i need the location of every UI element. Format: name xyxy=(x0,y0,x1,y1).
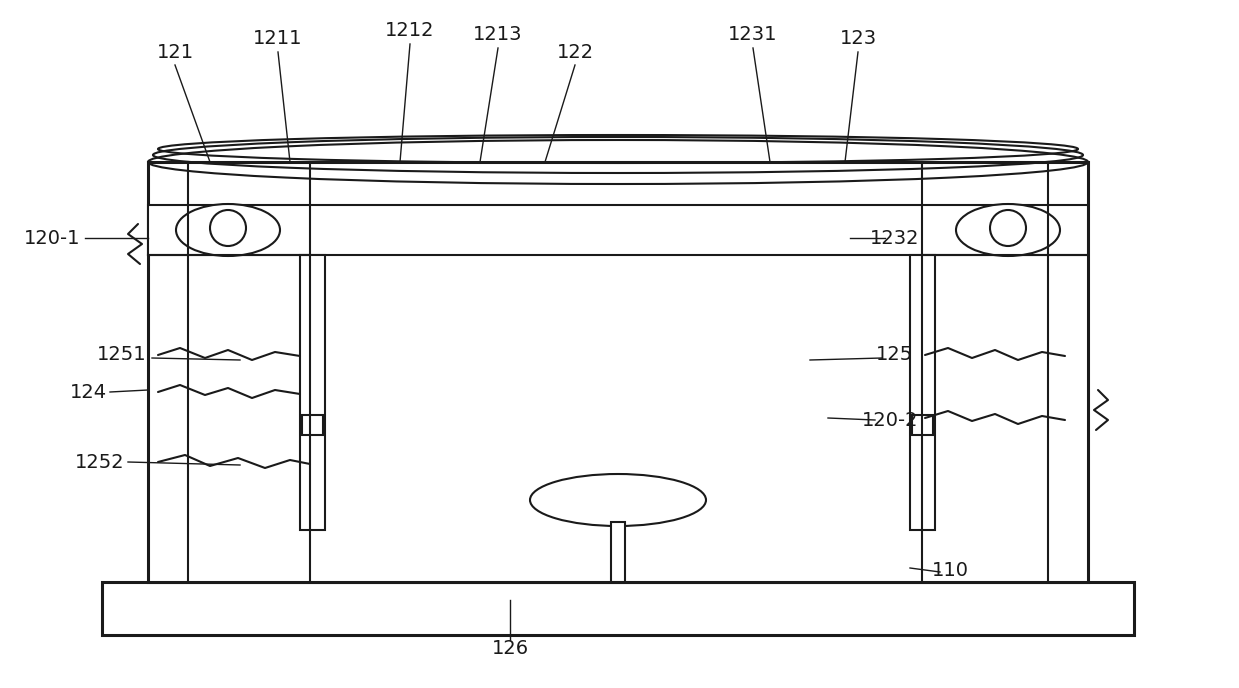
Text: 125: 125 xyxy=(876,345,913,365)
Ellipse shape xyxy=(209,210,247,246)
Bar xyxy=(909,255,935,530)
Text: 1213: 1213 xyxy=(473,25,523,45)
Text: 126: 126 xyxy=(492,638,529,658)
Text: 1231: 1231 xyxy=(729,25,778,45)
Text: 110: 110 xyxy=(932,561,969,579)
Text: 124: 124 xyxy=(69,383,107,402)
Text: 120-2: 120-2 xyxy=(862,411,918,429)
Text: 1212: 1212 xyxy=(385,21,435,39)
Text: 1211: 1211 xyxy=(253,28,302,47)
Text: 1251: 1251 xyxy=(97,345,146,365)
Bar xyxy=(912,415,933,435)
Text: 1252: 1252 xyxy=(76,453,125,471)
Text: 122: 122 xyxy=(556,43,593,61)
Bar xyxy=(147,162,1088,582)
Ellipse shape xyxy=(957,204,1061,256)
Ellipse shape xyxy=(990,210,1026,246)
Bar xyxy=(300,255,325,530)
Bar xyxy=(611,522,624,582)
Bar xyxy=(302,415,323,435)
Ellipse shape xyxy=(530,474,706,526)
Text: 121: 121 xyxy=(156,43,193,61)
Text: 123: 123 xyxy=(840,28,876,47)
Bar xyxy=(102,582,1134,635)
Ellipse shape xyxy=(176,204,280,256)
Text: 1232: 1232 xyxy=(870,228,919,248)
Text: 120-1: 120-1 xyxy=(24,228,81,248)
Bar xyxy=(147,205,1088,255)
